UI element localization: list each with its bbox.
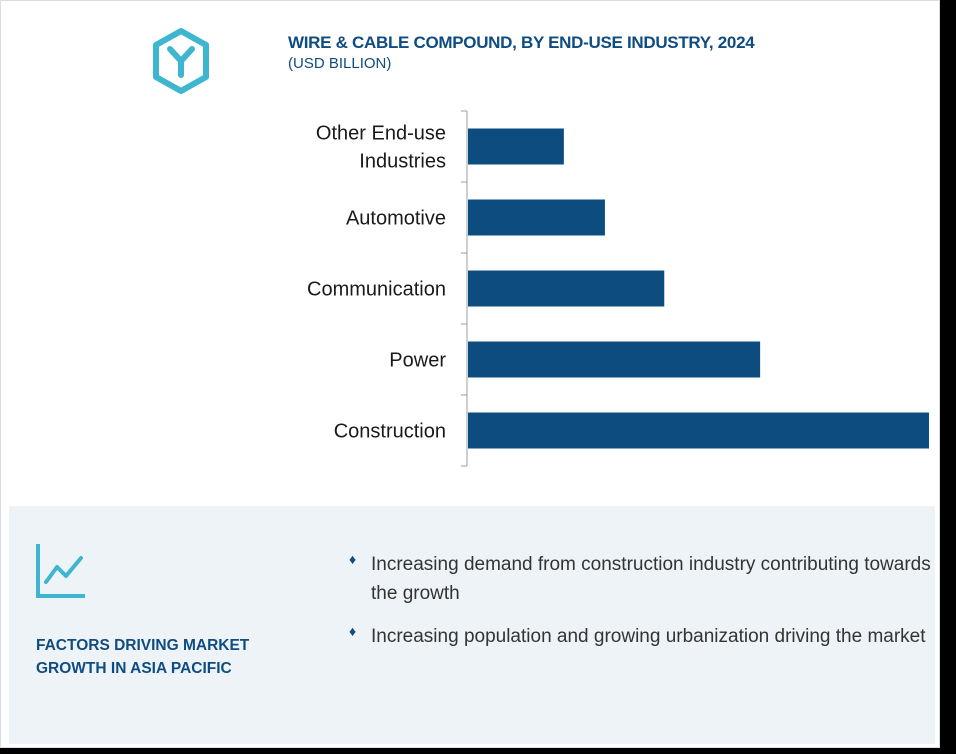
factors-list: ♦ Increasing demand from construction in… [349, 550, 949, 665]
category-label: Industries [359, 151, 446, 173]
category-label: Other End-use [316, 123, 446, 145]
factor-item: ♦ Increasing demand from construction in… [349, 550, 949, 608]
category-label: Communication [307, 279, 446, 301]
category-label: Power [389, 350, 446, 372]
factor-text: Increasing demand from construction indu… [371, 554, 931, 604]
factor-text: Increasing population and growing urbani… [371, 626, 926, 647]
bar [468, 341, 761, 378]
category-label: Construction [334, 421, 446, 443]
bar [468, 199, 605, 236]
y-hexagon-logo-icon [153, 28, 209, 94]
chart-title: WIRE & CABLE COMPOUND, BY END-USE INDUST… [288, 33, 755, 52]
category-label: Automotive [346, 208, 446, 230]
infographic-card: WIRE & CABLE COMPOUND, BY END-USE INDUST… [0, 0, 940, 748]
diamond-bullet-icon: ♦ [349, 623, 357, 639]
factors-title: FACTORS DRIVING MARKET GROWTH IN ASIA PA… [36, 637, 250, 677]
factors-panel: FACTORS DRIVING MARKET GROWTH IN ASIA PA… [9, 506, 935, 744]
chart-subtitle: (USD BILLION) [288, 55, 392, 72]
diamond-bullet-icon: ♦ [349, 551, 357, 567]
bar [468, 270, 665, 307]
trend-chart-icon [36, 544, 85, 598]
bar [468, 128, 564, 165]
bar [468, 412, 929, 449]
factor-item: ♦ Increasing population and growing urba… [349, 622, 949, 651]
bar-chart: Other End-use Industries Automotive Communi… [307, 110, 929, 467]
